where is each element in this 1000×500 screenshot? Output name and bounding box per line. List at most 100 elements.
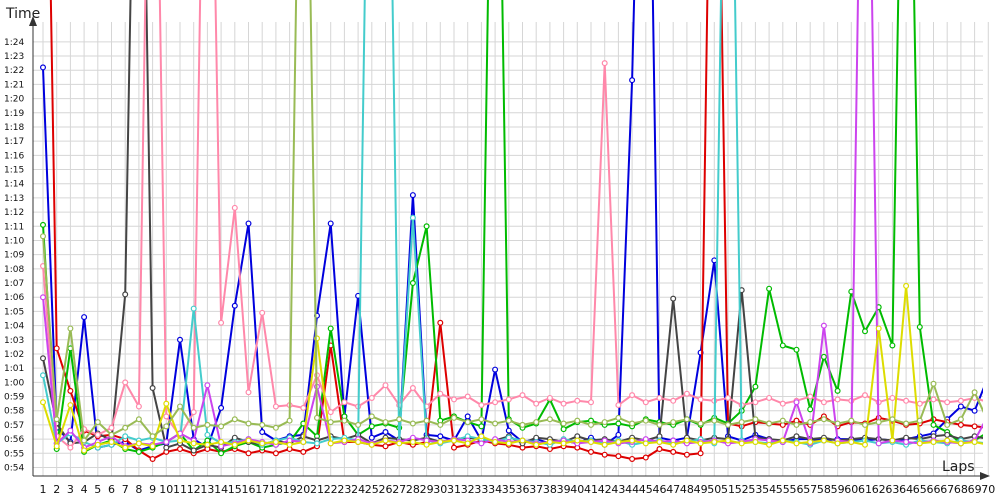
data-point [327,325,334,332]
data-point [464,440,471,447]
data-point [94,431,101,438]
data-point [574,437,581,444]
grid [33,22,989,476]
data-point [889,342,896,349]
data-point [355,438,362,445]
data-point [546,438,553,445]
x-tick-label: 61 [858,483,872,496]
data-point [437,433,444,440]
y-tick-label: 0:54 [4,463,24,473]
data-point [67,387,74,394]
data-point [437,438,444,445]
x-tick-label: 29 [420,483,434,496]
data-point [957,421,964,428]
x-tick-label: 15 [228,483,242,496]
data-point [478,423,485,430]
data-point [629,437,636,444]
data-point [163,444,170,451]
y-tick-label: 1:05 [4,307,24,317]
y-tick-label: 0:57 [4,421,24,431]
y-tick-label: 1:06 [4,293,24,303]
data-point [916,417,923,424]
data-point [67,325,74,332]
data-point [889,394,896,401]
y-tick-label: 1:14 [4,180,24,190]
data-point [861,421,868,428]
data-point [670,397,677,404]
data-point [752,399,759,406]
y-tick-label: 0:55 [4,449,24,459]
data-point [341,417,348,424]
x-tick-label: 21 [310,483,324,496]
data-point [820,399,827,406]
data-point [423,441,430,448]
y-tick-label: 1:04 [4,322,24,332]
data-point [39,221,46,228]
series-line [42,0,983,452]
x-tick-label: 62 [872,483,886,496]
x-tick-label: 25 [365,483,379,496]
x-tick-label: 5 [94,483,101,496]
data-point [574,417,581,424]
data-point [766,285,773,292]
data-point [451,437,458,444]
data-point [615,414,622,421]
data-point [81,314,88,321]
data-point [368,441,375,448]
data-point [300,448,307,455]
data-point [451,414,458,421]
series-line [42,0,983,442]
data-point [122,444,129,451]
data-point [642,399,649,406]
data-point [670,448,677,455]
x-tick-label: 56 [790,483,804,496]
x-tick-label: 37 [529,483,543,496]
data-point [944,431,951,438]
data-point [930,438,937,445]
x-tick-label: 31 [447,483,461,496]
x-tick-label: 59 [831,483,845,496]
data-point [190,440,197,447]
data-point [231,204,238,211]
data-point [807,393,814,400]
x-tick-label: 52 [735,483,749,496]
data-point [889,437,896,444]
data-point [793,440,800,447]
data-point [546,394,553,401]
y-tick-label: 1:16 [4,151,24,161]
data-point [519,421,526,428]
data-point [820,416,827,423]
data-point [39,399,46,406]
x-tick-label: 36 [516,483,530,496]
data-point [574,397,581,404]
x-tick-label: 10 [159,483,173,496]
series-group [39,0,983,462]
data-point [396,416,403,423]
data-point [190,409,197,416]
data-point [259,440,266,447]
data-point [957,397,964,404]
data-point [724,437,731,444]
x-tick-label: 9 [149,483,156,496]
data-point [122,433,129,440]
data-point [478,402,485,409]
data-point [930,380,937,387]
data-point [971,423,978,430]
data-point [930,421,937,428]
data-point [245,220,252,227]
data-point [944,399,951,406]
data-point [409,214,416,221]
data-point [368,413,375,420]
y-axis-arrow [29,16,37,26]
data-point [437,421,444,428]
data-point [314,440,321,447]
data-point [957,416,964,423]
data-point [272,450,279,457]
data-point [286,441,293,448]
data-point [820,353,827,360]
data-point [190,447,197,454]
data-point [861,328,868,335]
y-tick-label: 1:18 [4,123,24,133]
data-point [423,223,430,230]
data-point [505,396,512,403]
